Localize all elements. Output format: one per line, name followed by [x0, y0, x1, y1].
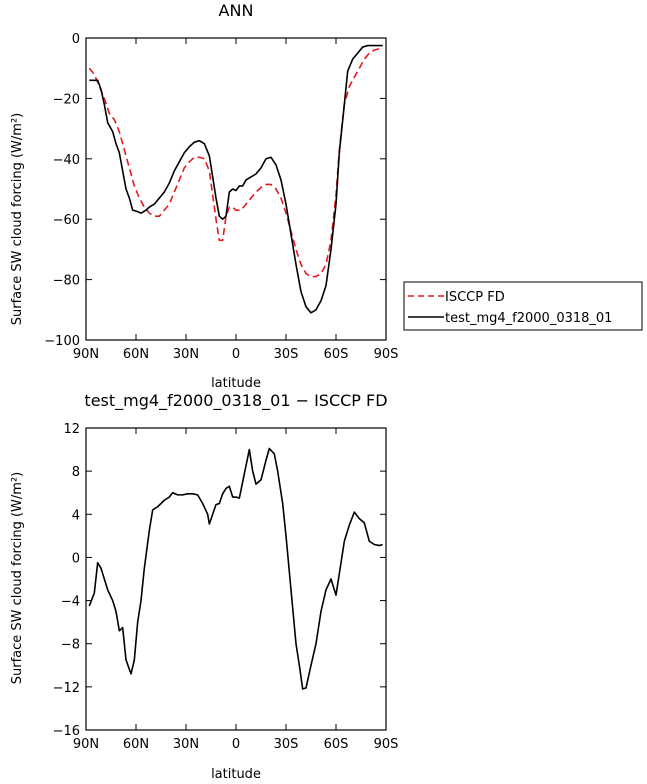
top-xtick-label: 90N: [73, 347, 99, 362]
top-chart-panel: ANN Surface SW cloud forcing (W/m²) lati…: [10, 1, 398, 391]
bottom-chart-panel: test_mg4_f2000_0318_01 − ISCCP FD Surfac…: [10, 391, 398, 782]
top-ytick-label: −80: [53, 274, 80, 289]
top-chart-ylabel: Surface SW cloud forcing (W/m²): [10, 113, 25, 325]
top-chart-xticks: 90N 60N 30N 0 30S 60S 90S: [73, 38, 399, 362]
bottom-xtick-label: 0: [232, 737, 240, 752]
top-ytick-label: −40: [53, 153, 80, 168]
bottom-chart-xticks: 90N 60N 30N 0 30S 60S 90S: [73, 428, 399, 752]
top-xtick-label: 90S: [374, 347, 399, 362]
bottom-xtick-label: 90S: [374, 737, 399, 752]
bottom-ytick-label: −8: [61, 638, 80, 653]
bottom-chart-ylabel: Surface SW cloud forcing (W/m²): [10, 472, 25, 684]
bottom-ytick-label: 4: [72, 508, 80, 523]
bottom-chart-yticks: 12 8 4 0 −4 −8 −12 −16: [53, 422, 386, 739]
top-xtick-label: 60N: [123, 347, 149, 362]
legend-label-model: test_mg4_f2000_0318_01: [445, 311, 612, 326]
top-series-line-0: [88, 46, 383, 278]
top-ytick-label: −60: [53, 213, 80, 228]
bottom-chart-title: test_mg4_f2000_0318_01 − ISCCP FD: [84, 391, 387, 411]
top-ytick-label: −100: [44, 334, 80, 349]
bottom-series-line-0: [88, 447, 383, 690]
top-ytick-label: 0: [72, 32, 80, 47]
top-chart-lines: [88, 44, 383, 314]
top-series-line-1: [89, 44, 383, 314]
top-chart-legend: ISCCP FD test_mg4_f2000_0318_01: [403, 281, 643, 331]
top-chart-title: ANN: [219, 1, 254, 20]
bottom-chart-plot-frame: [85, 427, 387, 731]
bottom-xtick-label: 90N: [73, 737, 99, 752]
bottom-xtick-label: 60N: [123, 737, 149, 752]
top-xtick-label: 30S: [274, 347, 299, 362]
top-ytick-label: −20: [53, 92, 80, 107]
bottom-ytick-label: −4: [61, 595, 80, 610]
bottom-ytick-label: −12: [53, 681, 80, 696]
bottom-ytick-label: −16: [53, 724, 80, 739]
top-xtick-label: 0: [232, 347, 240, 362]
bottom-xtick-label: 30N: [173, 737, 199, 752]
top-chart-xlabel: latitude: [211, 376, 261, 391]
top-xtick-label: 30N: [173, 347, 199, 362]
bottom-ytick-label: 8: [72, 465, 80, 480]
bottom-xtick-label: 30S: [274, 737, 299, 752]
top-chart-yticks: 0 −20 −40 −60 −80 −100: [44, 32, 386, 349]
bottom-chart-lines: [88, 447, 383, 690]
bottom-ytick-label: 12: [63, 422, 80, 437]
bottom-xtick-label: 60S: [324, 737, 349, 752]
top-chart-plot-frame: [85, 37, 387, 341]
legend-label-isccp: ISCCP FD: [445, 290, 505, 305]
bottom-chart-xlabel: latitude: [211, 767, 261, 782]
legend-box: [403, 281, 643, 331]
top-xtick-label: 60S: [324, 347, 349, 362]
bottom-ytick-label: 0: [72, 551, 80, 566]
